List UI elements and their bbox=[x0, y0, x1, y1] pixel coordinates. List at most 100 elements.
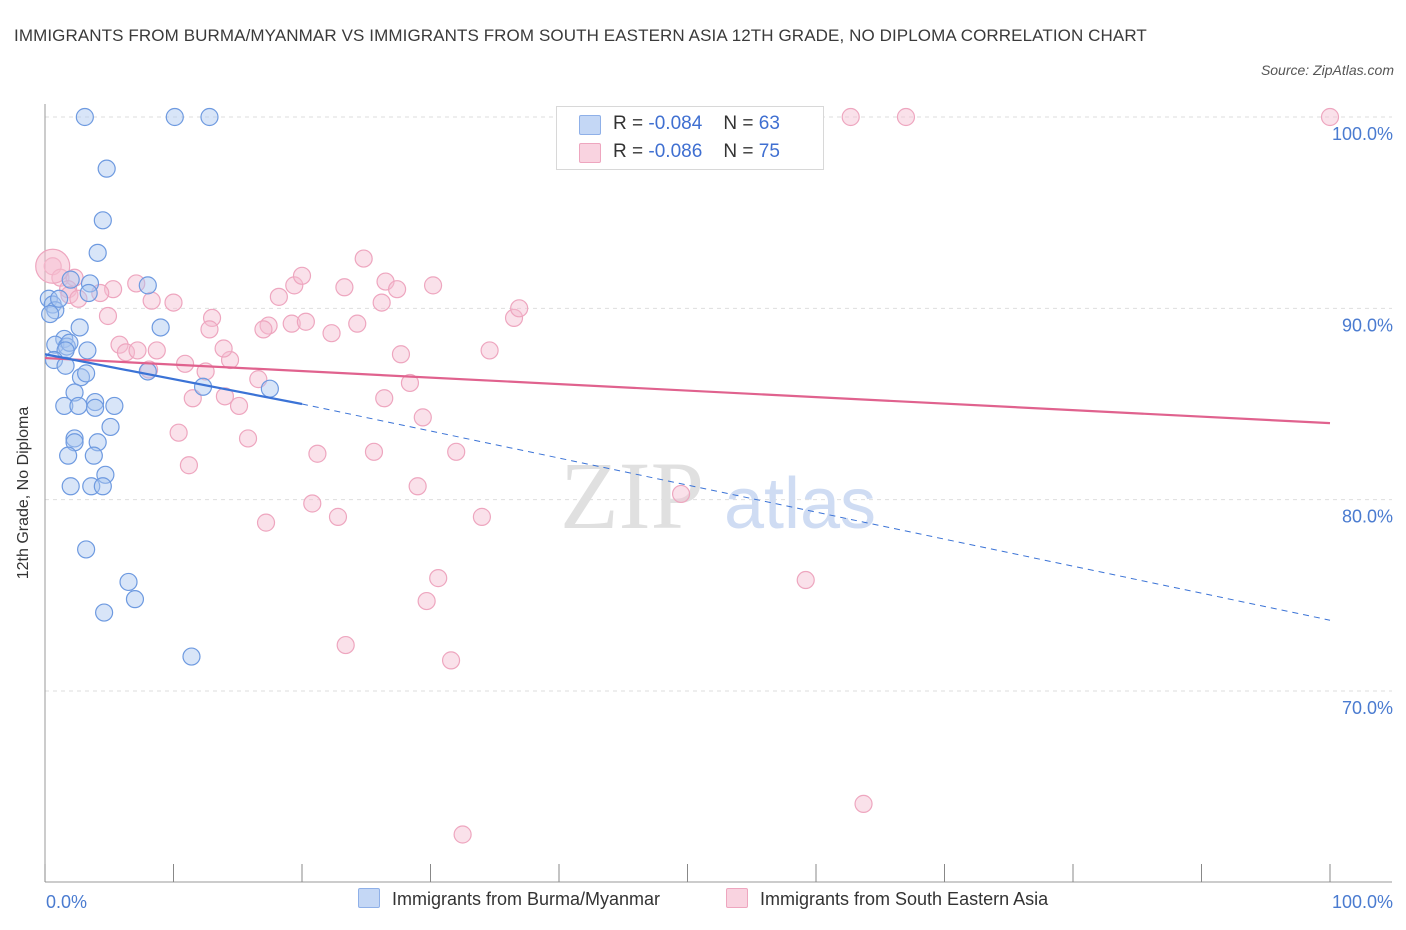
data-point-burma-myanmar bbox=[77, 364, 96, 383]
y-tick-label: 80.0% bbox=[1342, 507, 1393, 527]
data-point-south-eastern-asia bbox=[391, 345, 411, 364]
data-point-burma-myanmar bbox=[125, 590, 145, 609]
series-burma-myanmar bbox=[39, 107, 279, 666]
data-point-south-eastern-asia bbox=[202, 308, 222, 327]
legend-label-sea: Immigrants from South Eastern Asia bbox=[760, 889, 1049, 909]
data-point-south-eastern-asia bbox=[671, 484, 691, 504]
data-point-burma-myanmar bbox=[165, 107, 184, 127]
data-point-south-eastern-asia bbox=[322, 324, 341, 343]
data-point-south-eastern-asia bbox=[354, 249, 373, 268]
data-point-burma-myanmar bbox=[50, 289, 69, 308]
data-point-south-eastern-asia bbox=[98, 306, 118, 326]
data-point-south-eastern-asia bbox=[328, 507, 348, 526]
data-point-south-eastern-asia bbox=[417, 591, 436, 611]
chart-title: IMMIGRANTS FROM BURMA/MYANMAR VS IMMIGRA… bbox=[14, 26, 1147, 45]
data-point-south-eastern-asia bbox=[453, 825, 472, 844]
data-point-south-eastern-asia bbox=[229, 396, 249, 416]
trend-lines bbox=[44, 353, 1331, 621]
data-point-burma-myanmar bbox=[119, 572, 138, 592]
data-point-south-eastern-asia bbox=[147, 341, 166, 360]
data-point-south-eastern-asia bbox=[183, 389, 202, 408]
data-point-south-eastern-asia bbox=[480, 341, 499, 360]
data-point-south-eastern-asia bbox=[214, 339, 233, 358]
data-point-burma-myanmar bbox=[75, 107, 94, 127]
data-point-south-eastern-asia bbox=[841, 107, 860, 127]
data-point-burma-myanmar bbox=[96, 465, 115, 484]
data-point-burma-myanmar bbox=[77, 540, 96, 559]
data-point-south-eastern-asia bbox=[796, 570, 815, 590]
data-point-south-eastern-asia bbox=[335, 278, 354, 297]
data-point-south-eastern-asia bbox=[296, 312, 315, 331]
data-point-south-eastern-asia bbox=[375, 389, 394, 408]
data-point-burma-myanmar bbox=[138, 276, 157, 295]
watermark-atlas: atlas bbox=[724, 464, 876, 544]
data-point-south-eastern-asia bbox=[348, 314, 367, 333]
watermark-zip: ZIP bbox=[560, 442, 704, 549]
data-point-burma-myanmar bbox=[88, 433, 107, 452]
data-point-burma-myanmar bbox=[61, 270, 80, 289]
data-point-burma-myanmar bbox=[80, 274, 100, 293]
data-point-south-eastern-asia bbox=[372, 293, 391, 312]
data-point-south-eastern-asia bbox=[60, 285, 79, 305]
data-point-burma-myanmar bbox=[69, 396, 88, 416]
data-point-burma-myanmar bbox=[97, 159, 116, 178]
legend-swatch-blue bbox=[579, 115, 601, 135]
y-axis-label: 12th Grade, No Diploma bbox=[15, 383, 33, 603]
data-point-burma-myanmar bbox=[65, 383, 84, 402]
data-point-south-eastern-asia bbox=[292, 266, 312, 285]
data-point-burma-myanmar bbox=[59, 446, 78, 465]
data-point-south-eastern-asia bbox=[269, 287, 288, 306]
data-point-south-eastern-asia bbox=[303, 494, 322, 513]
data-point-burma-myanmar bbox=[78, 341, 97, 360]
data-point-south-eastern-asia bbox=[285, 276, 304, 295]
y-tick-label: 70.0% bbox=[1342, 698, 1393, 718]
data-point-south-eastern-asia bbox=[472, 507, 491, 526]
y-tick-label: 100.0% bbox=[1332, 124, 1393, 144]
data-point-south-eastern-asia bbox=[408, 477, 427, 496]
series-south-eastern-asia bbox=[35, 107, 1340, 844]
data-point-south-eastern-asia bbox=[308, 444, 327, 463]
data-point-burma-myanmar bbox=[65, 429, 84, 448]
data-point-burma-myanmar bbox=[70, 318, 89, 337]
data-point-south-eastern-asia bbox=[504, 308, 524, 327]
data-point-south-eastern-asia bbox=[400, 373, 420, 393]
data-point-burma-myanmar bbox=[88, 243, 107, 262]
grid-lines bbox=[45, 116, 1392, 692]
data-point-south-eastern-asia bbox=[128, 341, 147, 360]
data-point-south-eastern-asia bbox=[238, 429, 258, 448]
data-point-burma-myanmar bbox=[86, 392, 105, 412]
data-point-south-eastern-asia bbox=[364, 442, 384, 461]
legend-swatch-pink bbox=[579, 143, 601, 163]
axes bbox=[44, 104, 1392, 883]
data-point-south-eastern-asia bbox=[164, 293, 183, 312]
data-point-burma-myanmar bbox=[105, 396, 124, 416]
legend-stats-pink: R = -0.086 N = 75 bbox=[613, 141, 780, 162]
data-point-burma-myanmar bbox=[151, 318, 170, 337]
data-point-south-eastern-asia bbox=[447, 442, 466, 461]
legend-swatch-sea bbox=[726, 888, 748, 908]
data-point-south-eastern-asia bbox=[1320, 107, 1340, 127]
data-point-burma-myanmar bbox=[79, 283, 98, 303]
data-point-south-eastern-asia bbox=[441, 651, 461, 670]
data-point-south-eastern-asia bbox=[215, 387, 234, 406]
legend-item-sea: Immigrants from South Eastern Asia bbox=[726, 888, 1048, 910]
data-point-burma-myanmar bbox=[95, 603, 114, 622]
data-point-south-eastern-asia bbox=[336, 635, 355, 655]
data-point-south-eastern-asia bbox=[429, 569, 448, 588]
legend-item-burma: Immigrants from Burma/Myanmar bbox=[358, 888, 660, 910]
data-point-burma-myanmar bbox=[182, 647, 201, 666]
data-point-south-eastern-asia bbox=[423, 276, 443, 295]
trend-line-burma-myanmar bbox=[44, 353, 303, 406]
data-point-south-eastern-asia bbox=[35, 248, 71, 284]
trend-line-south-eastern-asia bbox=[44, 356, 1331, 425]
legend-label-burma: Immigrants from Burma/Myanmar bbox=[392, 889, 661, 909]
x-tick-label: 100.0% bbox=[1332, 892, 1393, 912]
data-point-south-eastern-asia bbox=[127, 274, 146, 293]
data-point-burma-myanmar bbox=[46, 335, 65, 354]
data-point-south-eastern-asia bbox=[69, 289, 88, 308]
data-point-south-eastern-asia bbox=[116, 343, 136, 362]
x-tick-label: 0.0% bbox=[46, 892, 87, 912]
data-point-south-eastern-asia bbox=[256, 513, 276, 532]
data-point-south-eastern-asia bbox=[510, 299, 529, 318]
